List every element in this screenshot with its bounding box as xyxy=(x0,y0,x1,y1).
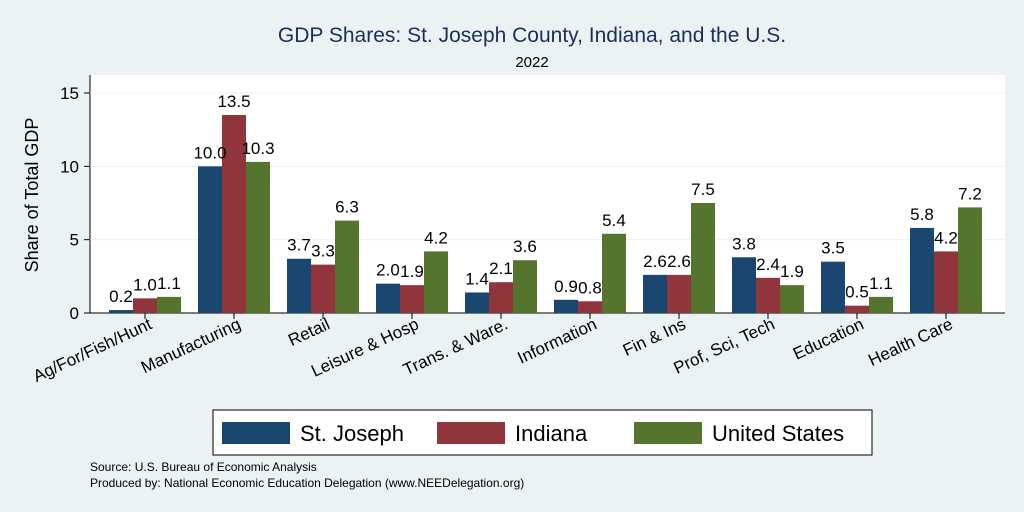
data-label: 3.3 xyxy=(311,242,335,261)
data-label: 1.9 xyxy=(400,262,424,281)
bar xyxy=(780,285,804,313)
data-label: 3.6 xyxy=(513,237,537,256)
x-tick-label: Education xyxy=(790,314,867,363)
data-label: 1.0 xyxy=(133,275,157,294)
bar xyxy=(311,264,335,313)
x-tick-label: Fin & Ins xyxy=(620,314,689,360)
x-tick-label: Manufacturing xyxy=(138,314,244,377)
bar xyxy=(732,257,756,313)
legend-label: Indiana xyxy=(515,421,588,446)
data-label: 5.4 xyxy=(602,211,626,230)
bar xyxy=(643,274,667,313)
bar xyxy=(222,115,246,313)
y-tick-label: 5 xyxy=(70,231,79,250)
data-label: 7.2 xyxy=(958,184,982,203)
data-label: 1.1 xyxy=(157,274,181,293)
data-label: 3.7 xyxy=(287,236,311,255)
data-label: 1.9 xyxy=(780,262,804,281)
data-label: 5.8 xyxy=(910,205,934,224)
data-label: 0.9 xyxy=(554,277,578,296)
bar xyxy=(667,274,691,313)
source-note: Source: U.S. Bureau of Economic Analysis xyxy=(90,460,317,474)
data-label: 6.3 xyxy=(335,198,359,217)
legend-swatch xyxy=(634,422,702,444)
y-tick-label: 15 xyxy=(60,84,79,103)
legend-label: St. Joseph xyxy=(300,421,404,446)
legend-swatch xyxy=(437,422,505,444)
bar xyxy=(133,298,157,313)
bar xyxy=(335,220,359,313)
x-tick-label: Information xyxy=(515,314,600,367)
y-tick-label: 0 xyxy=(70,304,79,323)
bar xyxy=(465,292,489,313)
bar xyxy=(400,285,424,313)
data-label: 0.5 xyxy=(845,283,869,302)
data-label: 7.5 xyxy=(691,180,715,199)
bar xyxy=(513,260,537,313)
data-label: 0.8 xyxy=(578,278,602,297)
bar xyxy=(602,233,626,313)
data-label: 10.3 xyxy=(241,139,274,158)
data-label: 4.2 xyxy=(424,228,448,247)
data-label: 1.4 xyxy=(465,269,489,288)
y-tick-label: 10 xyxy=(60,157,79,176)
data-label: 1.1 xyxy=(869,274,893,293)
bar xyxy=(691,203,715,313)
legend-label: United States xyxy=(712,421,844,446)
chart-subtitle: 2022 xyxy=(515,54,548,71)
x-tick-label: Retail xyxy=(285,314,332,350)
bar xyxy=(246,161,270,313)
bar xyxy=(287,258,311,313)
bar xyxy=(845,305,869,313)
data-label: 2.6 xyxy=(667,252,691,271)
bar xyxy=(376,283,400,313)
x-tick-label: Prof, Sci, Tech xyxy=(671,314,778,377)
legend: St. Joseph Indiana United States xyxy=(212,409,873,456)
bar xyxy=(424,251,448,313)
data-label: 13.5 xyxy=(217,92,250,111)
bar xyxy=(109,310,133,313)
bar xyxy=(489,282,513,313)
data-label: 10.0 xyxy=(193,143,226,162)
x-tick-label: Health Care xyxy=(865,314,955,370)
bar xyxy=(198,166,222,313)
bar xyxy=(958,207,982,313)
x-tick-label: Ag/For/Fish/Hunt xyxy=(30,314,155,386)
data-label: 0.2 xyxy=(109,287,133,306)
bar xyxy=(578,301,602,313)
data-label: 3.5 xyxy=(821,239,845,258)
data-label: 2.0 xyxy=(376,261,400,280)
data-label: 4.2 xyxy=(934,228,958,247)
bar xyxy=(554,299,578,313)
produced-note: Produced by: National Economic Education… xyxy=(90,476,524,490)
bar xyxy=(869,296,893,313)
bar xyxy=(934,251,958,313)
data-label: 2.1 xyxy=(489,259,513,278)
chart-title: GDP Shares: St. Joseph County, Indiana, … xyxy=(278,24,786,47)
data-label: 3.8 xyxy=(732,234,756,253)
bar xyxy=(910,227,934,313)
bar xyxy=(157,296,181,313)
y-axis-label: Share of Total GDP xyxy=(22,118,42,273)
bar xyxy=(821,261,845,313)
bar xyxy=(756,277,780,313)
data-label: 2.4 xyxy=(756,255,780,274)
legend-swatch xyxy=(222,422,290,444)
data-label: 2.6 xyxy=(643,252,667,271)
